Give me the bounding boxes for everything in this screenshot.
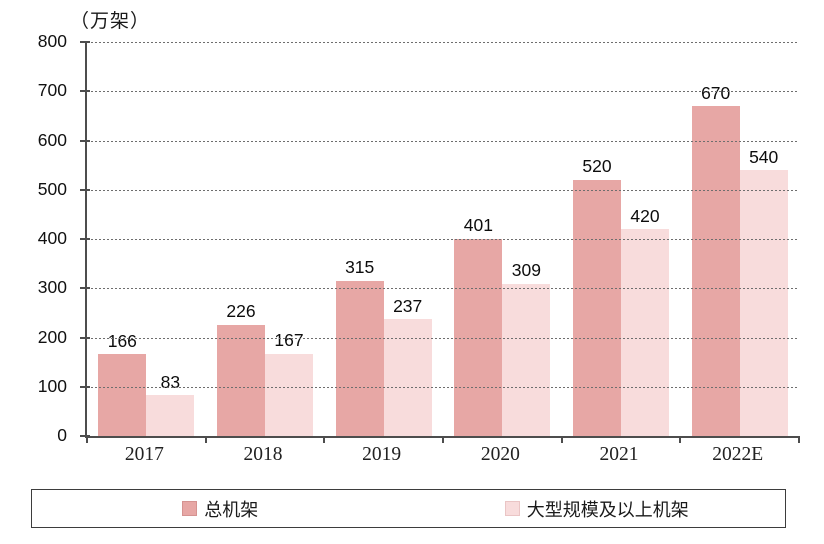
bar-column: 520 xyxy=(573,42,622,436)
bar-series-0 xyxy=(454,238,503,436)
bar-value-label: 226 xyxy=(226,301,256,322)
gridline xyxy=(87,42,799,43)
y-axis-tick xyxy=(80,90,90,93)
y-axis-tick xyxy=(80,435,90,437)
legend-label: 总机架 xyxy=(204,499,259,520)
bar-series-0 xyxy=(573,179,622,436)
y-axis-labels: 800 700 600 500 400 300 200 100 0 xyxy=(0,32,73,443)
bar-series-0 xyxy=(691,106,740,436)
x-axis-tick xyxy=(560,436,563,443)
y-axis-tick xyxy=(80,188,90,191)
bar-value-label: 670 xyxy=(701,82,731,103)
bar-value-label: 167 xyxy=(274,330,304,351)
bar-column: 670 xyxy=(691,42,740,436)
gridline xyxy=(87,239,799,240)
x-tick-label: 2022E xyxy=(712,444,764,465)
bar-value-label: 309 xyxy=(511,260,541,281)
y-axis-tick xyxy=(80,336,90,339)
y-axis-tick xyxy=(80,41,90,43)
bar-column: 226 xyxy=(217,42,265,436)
category-group: 166 83 xyxy=(87,42,206,436)
y-tick-label: 0 xyxy=(57,424,67,445)
bar-value-label: 166 xyxy=(107,330,137,351)
legend: 总机架 大型规模及以上机架 xyxy=(31,489,786,528)
bar-value-label: 540 xyxy=(749,146,779,167)
y-axis-unit-label: （万架） xyxy=(70,11,151,32)
gridline xyxy=(87,337,799,339)
bar-column: 166 xyxy=(98,42,147,436)
category-group: 226 167 xyxy=(206,42,325,436)
bar-series-1 xyxy=(739,170,788,436)
y-tick-label: 500 xyxy=(37,178,67,199)
bar-series-1 xyxy=(383,319,432,436)
plot-area: 166 83 226 167 315 237 401 309 520 420 670 540 xyxy=(80,41,800,443)
category-group: 315 237 xyxy=(324,42,443,436)
x-axis-tick xyxy=(442,436,444,443)
bar-column: 237 xyxy=(383,42,432,436)
bar-column: 309 xyxy=(502,42,551,436)
bar-value-label: 83 xyxy=(160,371,181,392)
x-tick-label: 2019 xyxy=(362,444,402,465)
y-tick-label: 400 xyxy=(37,227,67,248)
bar-column: 315 xyxy=(335,42,384,436)
legend-swatch-icon xyxy=(182,501,198,516)
category-group: 520 420 xyxy=(562,42,681,436)
bar-value-label: 315 xyxy=(345,257,375,278)
x-axis-tick xyxy=(323,436,326,443)
bar-series-0 xyxy=(98,354,147,436)
bar-series-1 xyxy=(265,353,313,436)
legend-item: 大型规模及以上机架 xyxy=(409,496,786,522)
x-axis-tick xyxy=(86,436,88,443)
bar-value-label: 237 xyxy=(393,295,423,316)
x-axis-tick xyxy=(798,436,800,443)
bar-series-0 xyxy=(335,280,384,436)
y-tick-label: 800 xyxy=(37,30,67,51)
x-axis-tick xyxy=(204,436,207,443)
gridline xyxy=(87,189,799,191)
legend-item: 总机架 xyxy=(32,496,409,522)
y-axis-tick xyxy=(80,238,90,240)
bar-value-label: 420 xyxy=(630,205,660,226)
x-tick-label: 2020 xyxy=(480,444,520,465)
y-tick-label: 300 xyxy=(37,277,67,298)
y-axis-tick xyxy=(80,287,90,290)
gridline xyxy=(87,91,799,93)
bars-layer: 166 83 226 167 315 237 401 309 520 420 670 540 xyxy=(87,42,799,436)
bar-column: 167 xyxy=(265,42,313,436)
y-tick-label: 100 xyxy=(37,375,67,396)
y-tick-label: 200 xyxy=(37,326,67,347)
x-tick-label: 2021 xyxy=(599,444,639,465)
category-group: 670 540 xyxy=(680,42,799,436)
legend-label: 大型规模及以上机架 xyxy=(526,499,689,520)
y-axis-tick xyxy=(80,385,90,388)
bar-series-1 xyxy=(146,395,195,436)
gridline xyxy=(87,386,799,388)
bar-series-1 xyxy=(502,283,551,436)
bar-series-0 xyxy=(217,324,265,436)
bar-column: 540 xyxy=(739,42,788,436)
bar-value-label: 520 xyxy=(582,156,612,177)
y-tick-label: 600 xyxy=(37,129,67,150)
bar-column: 83 xyxy=(146,42,195,436)
category-group: 401 309 xyxy=(443,42,562,436)
bar-value-label: 401 xyxy=(463,215,493,236)
x-axis-tick xyxy=(679,436,682,443)
x-axis-labels: 2017 2018 2019 2020 2021 2022E xyxy=(85,444,797,466)
bar-series-1 xyxy=(621,229,670,436)
bar-column: 420 xyxy=(621,42,670,436)
x-tick-label: 2017 xyxy=(124,444,164,465)
legend-swatch-icon xyxy=(504,501,520,516)
x-tick-label: 2018 xyxy=(243,444,283,465)
y-axis-tick xyxy=(80,139,90,142)
gridline xyxy=(87,288,799,290)
y-tick-label: 700 xyxy=(37,80,67,101)
gridline xyxy=(87,140,799,142)
bar-column: 401 xyxy=(454,42,503,436)
